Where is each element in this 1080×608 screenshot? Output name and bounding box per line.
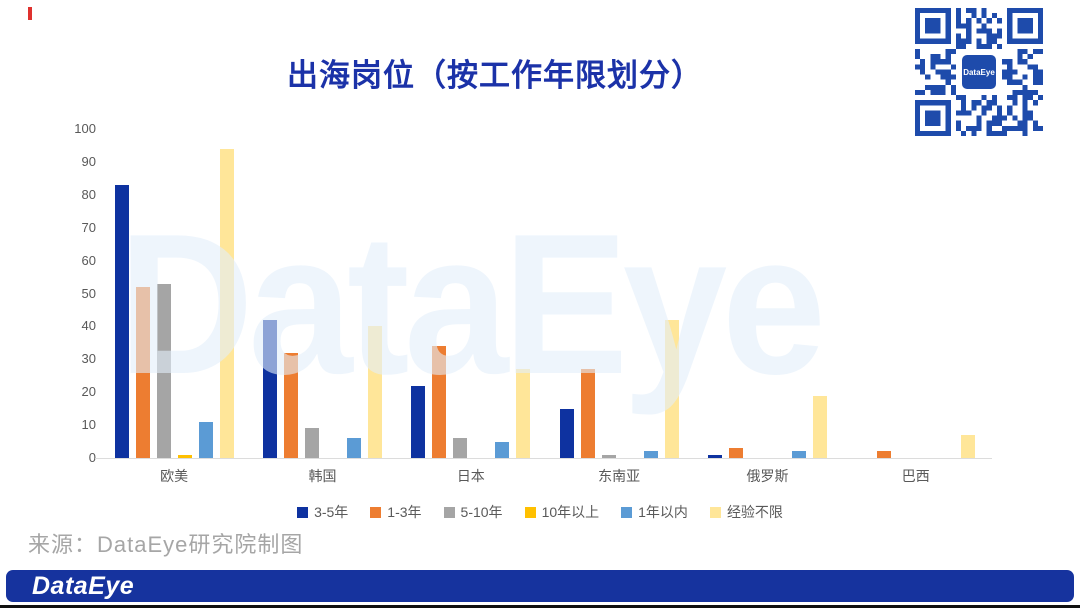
- y-tick-label: 90: [81, 153, 96, 169]
- chart-legend: 3-5年 1-3年 5-10年 10年以上 1年以内 经验不限: [0, 502, 1080, 522]
- bar-group: [693, 129, 841, 458]
- category-label: 东南亚: [598, 468, 641, 484]
- bar: [367, 326, 382, 458]
- dataeye-logo: DataEye: [32, 571, 135, 600]
- footer-bar: DataEye: [6, 570, 1074, 602]
- bar: [877, 451, 892, 458]
- bottom-black-line: [0, 605, 1080, 608]
- category-label: 欧美: [160, 468, 189, 484]
- x-axis-line: [95, 458, 992, 459]
- legend-item: 1年以内: [621, 502, 688, 522]
- bar: [643, 451, 658, 458]
- category-labels: 欧美 韩国 日本 东南亚 俄罗斯 巴西: [100, 466, 990, 486]
- bar: [453, 438, 468, 458]
- bar: [304, 428, 319, 458]
- bar: [114, 184, 129, 458]
- bar-group: [397, 129, 545, 458]
- legend-label: 10年以上: [541, 504, 600, 520]
- category-label: 俄罗斯: [746, 468, 789, 484]
- bar: [177, 454, 192, 458]
- legend-swatch: [709, 506, 721, 518]
- legend-item: 经验不限: [709, 502, 783, 522]
- category-label: 韩国: [308, 468, 337, 484]
- bar: [156, 283, 171, 458]
- bar: [559, 408, 574, 458]
- qr-code: DataEye: [915, 8, 1043, 136]
- bar-group: [100, 129, 248, 458]
- y-tick-label: 70: [81, 219, 96, 235]
- legend-label: 1年以内: [638, 504, 688, 520]
- bar: [961, 434, 976, 458]
- bar: [728, 448, 743, 458]
- legend-swatch: [621, 506, 633, 518]
- top-left-accent-mark: [28, 7, 32, 20]
- y-tick-label: 40: [81, 318, 96, 334]
- category-label: 日本: [456, 468, 485, 484]
- y-tick-label: 10: [81, 417, 96, 433]
- y-tick-label: 50: [81, 285, 96, 301]
- y-tick-label: 80: [81, 186, 96, 202]
- legend-swatch: [370, 506, 382, 518]
- bar-group: [545, 129, 693, 458]
- bar: [411, 385, 426, 458]
- y-tick-label: 100: [74, 121, 96, 136]
- y-tick-label: 0: [88, 450, 96, 465]
- bar-group: [248, 129, 396, 458]
- legend-swatch: [443, 506, 455, 518]
- bar: [198, 421, 213, 458]
- bar: [135, 286, 150, 458]
- bar: [580, 369, 595, 458]
- bar: [219, 148, 234, 458]
- legend-swatch: [524, 506, 536, 518]
- bar: [432, 346, 447, 458]
- plot-area: [100, 129, 990, 458]
- bar: [812, 395, 827, 458]
- y-tick-label: 60: [81, 252, 96, 268]
- legend-label: 经验不限: [726, 504, 783, 520]
- source-note: 来源：DataEye研究院制图: [28, 532, 304, 557]
- qr-center-logo: DataEye: [960, 53, 998, 91]
- legend-swatch: [297, 506, 309, 518]
- legend-item: 10年以上: [524, 502, 600, 522]
- bar: [664, 319, 679, 458]
- legend-label: 5-10年: [460, 504, 503, 520]
- bar: [707, 454, 722, 458]
- bar: [516, 369, 531, 458]
- y-axis: 0 10 20 30 40 50 60 70 80 90 100: [40, 0, 96, 608]
- bar: [283, 352, 298, 458]
- legend-item: 1-3年: [370, 502, 422, 522]
- category-label: 巴西: [901, 468, 930, 484]
- legend-label: 1-3年: [387, 504, 422, 520]
- legend-label: 3-5年: [314, 504, 349, 520]
- legend-item: 3-5年: [297, 502, 348, 522]
- y-tick-label: 20: [81, 384, 96, 400]
- bar: [262, 319, 277, 458]
- bar: [601, 454, 616, 458]
- legend-item: 5-10年: [443, 502, 503, 522]
- bar: [346, 438, 361, 458]
- bar: [495, 441, 510, 458]
- bar: [791, 451, 806, 458]
- qr-code-pattern: [915, 8, 1043, 136]
- bar-group: [842, 129, 990, 458]
- chart-title: 出海岗位（按工作年限划分）: [287, 58, 703, 93]
- y-tick-label: 30: [81, 351, 96, 367]
